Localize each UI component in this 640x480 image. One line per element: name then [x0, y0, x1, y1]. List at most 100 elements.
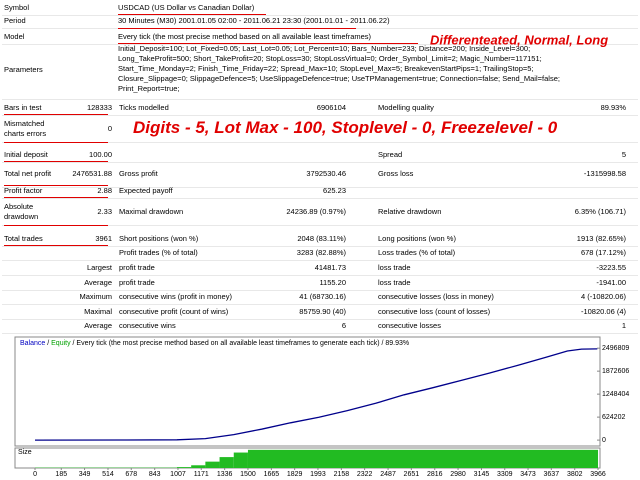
x-tick-label: 1993	[310, 471, 326, 478]
x-tick-label: 3309	[497, 471, 513, 478]
field-label: Parameters	[4, 65, 43, 74]
stat-label: Short positions (won %)	[119, 234, 199, 243]
stat-label: Profit trades (% of total)	[119, 248, 198, 257]
stat-label: Long positions (won %)	[378, 234, 456, 243]
size-label: Size	[18, 449, 32, 456]
stat-label: Total net profit	[4, 169, 52, 178]
stat-value: 5	[621, 150, 626, 159]
stat-label: Gross loss	[378, 169, 414, 178]
size-bar	[233, 452, 248, 468]
x-tick-label: 2816	[427, 471, 443, 478]
red-underline	[4, 197, 108, 198]
stat-label: loss trade	[378, 263, 411, 272]
stat-label: Loss trades (% of total)	[378, 248, 456, 257]
parameter-line: Start_Time_Monday=2; Finish_Time_Friday=…	[118, 64, 534, 73]
x-tick-label: 1500	[240, 471, 256, 478]
stat-value: 41481.73	[314, 263, 346, 272]
stat-label: Gross profit	[119, 169, 158, 178]
y-tick-label: 1248404	[602, 391, 629, 398]
stat-value: 2048 (83.11%)	[297, 234, 346, 243]
stat-value: 3283 (82.88%)	[296, 248, 346, 257]
row-rule	[2, 275, 638, 276]
stat-label: loss trade	[378, 278, 411, 287]
field-value: 30 Minutes (M30) 2001.01.05 02:00 - 2011…	[118, 16, 390, 25]
red-underline	[118, 14, 266, 15]
red-underline	[4, 245, 108, 246]
stat-value: 100.00	[89, 150, 112, 159]
size-bar	[176, 467, 192, 468]
stat-label: Ticks modelled	[119, 103, 169, 112]
x-tick-label: 2158	[334, 471, 350, 478]
stat-value: -10820.06 (4)	[580, 307, 626, 316]
stat-label: Expected payoff	[119, 186, 173, 195]
chart-frame	[14, 336, 601, 447]
stat-label: consecutive wins	[119, 321, 176, 330]
stat-value: 678 (17.12%)	[580, 248, 626, 257]
field-value: USDCAD (US Dollar vs Canadian Dollar)	[118, 3, 255, 12]
red-underline	[118, 43, 418, 44]
stat-label: consecutive loss (count of losses)	[378, 307, 491, 316]
x-tick-label: 3637	[544, 471, 560, 478]
annotation: Digits - 5, Lot Max - 100, Stoplevel - 0…	[133, 118, 558, 137]
row-rule	[2, 142, 638, 143]
x-tick-label: 3145	[474, 471, 490, 478]
stat-label: Maximal drawdown	[119, 207, 184, 216]
stat-label: Maximal	[84, 307, 112, 316]
row-rule	[2, 15, 638, 16]
stat-label: Maximum	[79, 292, 112, 301]
balance-line	[35, 348, 598, 441]
x-tick-label: 3473	[520, 471, 536, 478]
red-underline	[4, 225, 108, 226]
stat-value: 3961	[95, 234, 112, 243]
stat-label: Spread	[378, 150, 403, 159]
red-underline	[4, 161, 108, 162]
parameter-line: Closure_Slippage=0; SlippageDefence=5; U…	[118, 74, 560, 83]
x-tick-label: 1336	[217, 471, 233, 478]
x-tick-label: 2651	[404, 471, 420, 478]
stat-label: Average	[84, 278, 112, 287]
row-rule	[2, 44, 638, 45]
row-rule	[2, 260, 638, 261]
stat-value: 6906104	[316, 103, 346, 112]
x-tick-label: 3966	[590, 471, 606, 478]
row-rule	[2, 162, 638, 163]
row-rule	[2, 198, 638, 199]
red-underline	[4, 114, 108, 115]
stat-label: profit trade	[119, 278, 155, 287]
field-label: Symbol	[4, 3, 30, 12]
x-tick-label: 1829	[287, 471, 303, 478]
legend-item: /	[47, 340, 51, 347]
stat-value: -1315998.58	[583, 169, 626, 178]
parameter-line: Initial_Deposit=100; Lot_Fixed=0.05; Las…	[118, 44, 531, 53]
legend-item: Equity	[51, 340, 72, 347]
row-rule	[2, 333, 638, 334]
stat-value: 4 (-10820.06)	[580, 292, 626, 301]
red-underline	[4, 142, 108, 143]
row-rule	[2, 115, 638, 116]
stat-label: Modelling quality	[378, 103, 434, 112]
stat-value: 41 (68730.16)	[299, 292, 346, 301]
stat-value: -3223.55	[596, 263, 626, 272]
stat-value: 2.88	[97, 186, 112, 195]
red-underline	[4, 185, 108, 186]
y-tick-label: 624202	[602, 414, 625, 421]
x-tick-label: 843	[149, 471, 161, 478]
stat-value: 625.23	[323, 186, 346, 195]
stat-label: Initial deposit	[4, 150, 48, 159]
field-label: Period	[4, 16, 26, 25]
row-rule	[2, 290, 638, 291]
row-rule	[2, 304, 638, 305]
x-tick-label: 1171	[194, 471, 209, 478]
y-tick-label: 1872606	[602, 368, 629, 375]
legend-item: Balance	[20, 340, 47, 347]
stat-label: profit trade	[119, 263, 155, 272]
stat-value: 6.35% (106.71)	[574, 207, 626, 216]
stat-label: Absolute drawdown	[4, 202, 39, 221]
x-tick-label: 678	[125, 471, 137, 478]
row-rule	[2, 319, 638, 320]
stat-value: 89.93%	[600, 103, 626, 112]
stat-value: 128333	[86, 103, 112, 112]
field-value: Every tick (the most precise method base…	[118, 32, 372, 41]
x-tick-label: 349	[79, 471, 91, 478]
stat-label: Profit factor	[4, 186, 43, 195]
